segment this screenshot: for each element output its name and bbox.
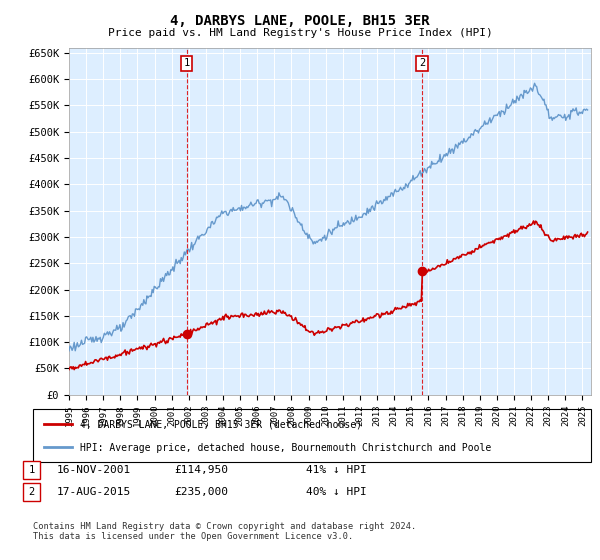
Text: 16-NOV-2001: 16-NOV-2001: [57, 465, 131, 475]
Text: 2: 2: [419, 58, 425, 68]
Text: 4, DARBYS LANE, POOLE, BH15 3ER: 4, DARBYS LANE, POOLE, BH15 3ER: [170, 14, 430, 28]
Text: 4, DARBYS LANE, POOLE, BH15 3ER (detached house): 4, DARBYS LANE, POOLE, BH15 3ER (detache…: [80, 420, 362, 430]
Text: Price paid vs. HM Land Registry's House Price Index (HPI): Price paid vs. HM Land Registry's House …: [107, 28, 493, 38]
Text: 40% ↓ HPI: 40% ↓ HPI: [306, 487, 367, 497]
Text: £114,950: £114,950: [174, 465, 228, 475]
Text: Contains HM Land Registry data © Crown copyright and database right 2024.
This d: Contains HM Land Registry data © Crown c…: [33, 522, 416, 542]
Text: 41% ↓ HPI: 41% ↓ HPI: [306, 465, 367, 475]
Text: 2: 2: [29, 487, 35, 497]
Text: 1: 1: [184, 58, 190, 68]
Text: 17-AUG-2015: 17-AUG-2015: [57, 487, 131, 497]
Text: £235,000: £235,000: [174, 487, 228, 497]
Text: HPI: Average price, detached house, Bournemouth Christchurch and Poole: HPI: Average price, detached house, Bour…: [80, 443, 491, 453]
Text: 1: 1: [29, 465, 35, 475]
